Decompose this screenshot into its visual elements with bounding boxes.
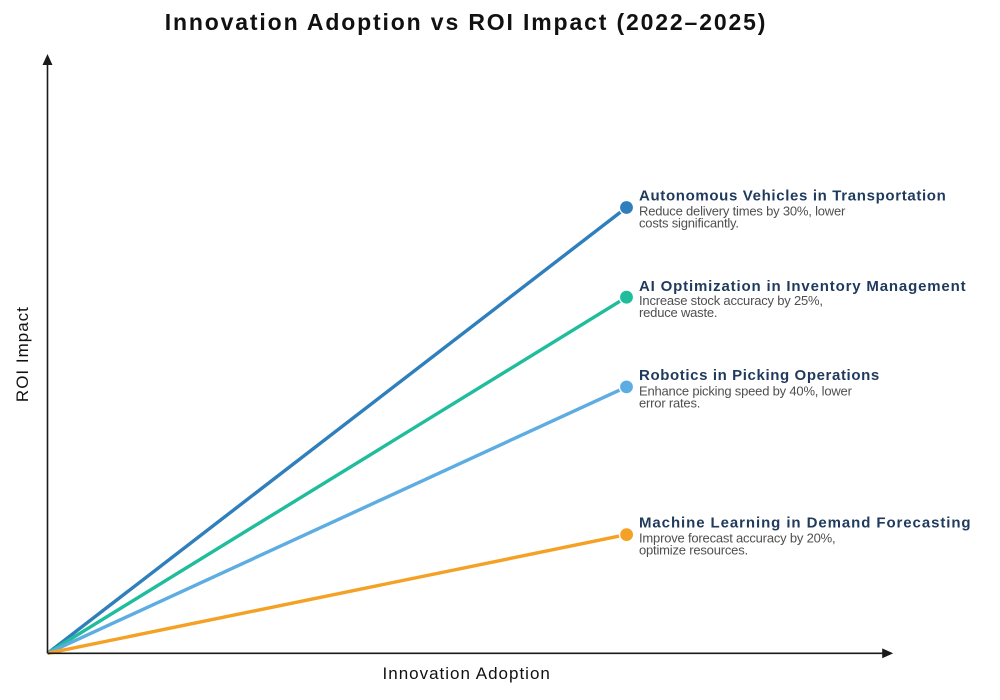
svg-text:ROI Impact: ROI Impact <box>13 306 32 402</box>
svg-text:Reduce delivery times by 30%,: Reduce delivery times by 30%, lower <box>639 204 846 219</box>
svg-text:Enhance picking speed by 40%,: Enhance picking speed by 40%, lower <box>639 384 853 399</box>
svg-text:costs significantly.: costs significantly. <box>639 216 739 231</box>
svg-text:Autonomous Vehicles in Transpo: Autonomous Vehicles in Transportation <box>639 187 946 204</box>
svg-text:Increase stock accuracy by 25%: Increase stock accuracy by 25%, <box>639 293 823 308</box>
svg-text:reduce waste.: reduce waste. <box>639 305 717 320</box>
svg-text:Robotics in Picking Operations: Robotics in Picking Operations <box>639 367 880 384</box>
svg-text:error rates.: error rates. <box>639 396 700 411</box>
svg-text:Improve forecast accuracy by 2: Improve forecast accuracy by 20%, <box>639 531 835 546</box>
svg-text:Machine Learning in Demand For: Machine Learning in Demand Forecasting <box>639 514 972 531</box>
svg-text:optimize resources.: optimize resources. <box>639 543 748 558</box>
svg-text:Innovation Adoption vs ROI Imp: Innovation Adoption vs ROI Impact (2022–… <box>165 9 768 35</box>
svg-text:Innovation Adoption: Innovation Adoption <box>383 664 551 683</box>
svg-text:AI Optimization in Inventory M: AI Optimization in Inventory Management <box>639 278 966 295</box>
